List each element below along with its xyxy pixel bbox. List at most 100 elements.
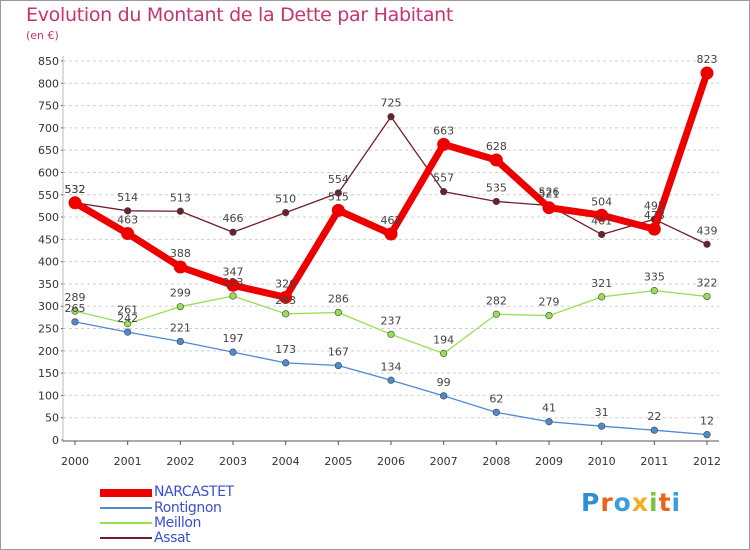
data-label-assat: 532 (65, 183, 86, 196)
data-point-rontignon (229, 348, 237, 356)
data-point-narcastet (384, 227, 398, 241)
data-label-assat: 526 (539, 185, 560, 198)
data-point-meillon (650, 287, 658, 295)
data-point-assat (703, 240, 711, 248)
y-tick-label: 700 (38, 122, 59, 135)
data-label-meillon: 335 (644, 271, 665, 284)
legend-swatch-rontignon (100, 507, 152, 509)
data-point-rontignon (598, 422, 606, 430)
data-point-meillon (176, 303, 184, 311)
data-point-narcastet (121, 227, 135, 241)
data-label-rontignon: 31 (595, 406, 609, 419)
data-label-rontignon: 62 (489, 392, 503, 405)
data-point-narcastet (700, 66, 714, 80)
data-point-assat (124, 207, 132, 215)
data-point-meillon (334, 308, 342, 317)
data-point-assat (492, 197, 500, 206)
logo-letter: i (649, 488, 659, 517)
y-tick-label: 300 (38, 300, 59, 313)
legend-label-narcastet: NARCASTET (154, 484, 234, 500)
data-point-meillon (387, 330, 395, 338)
data-point-assat (334, 189, 342, 197)
y-tick-label: 800 (38, 77, 59, 90)
data-label-assat: 554 (328, 173, 349, 186)
data-label-rontignon: 242 (117, 312, 138, 325)
y-tick-label: 250 (38, 323, 59, 336)
data-point-rontignon (387, 376, 395, 384)
legend-swatch-narcastet (100, 489, 152, 497)
legend-label-assat: Assat (154, 530, 191, 546)
data-point-narcastet (437, 137, 451, 151)
data-point-rontignon (334, 361, 342, 370)
chart-subtitle: (en €) (26, 29, 59, 42)
data-label-assat: 495 (644, 199, 665, 212)
data-point-meillon (440, 349, 448, 358)
data-point-rontignon (703, 431, 711, 439)
data-label-rontignon: 134 (381, 360, 402, 373)
data-point-rontignon (440, 392, 448, 400)
data-label-narcastet: 823 (697, 53, 718, 66)
data-label-rontignon: 22 (647, 410, 661, 423)
data-point-narcastet (647, 222, 661, 236)
legend-swatch-meillon (100, 522, 152, 524)
data-point-rontignon (545, 418, 553, 426)
x-tick-label: 2004 (272, 455, 300, 468)
data-label-meillon: 282 (486, 294, 507, 307)
data-label-narcastet: 388 (170, 247, 191, 260)
data-label-meillon: 321 (591, 277, 612, 290)
y-tick-label: 400 (38, 256, 59, 269)
data-point-assat (229, 228, 237, 236)
x-tick-label: 2005 (324, 455, 352, 468)
x-tick-label: 2008 (482, 455, 510, 468)
proxiti-logo: Proxiti (581, 488, 681, 517)
x-tick-label: 2010 (588, 455, 616, 468)
data-point-meillon (71, 307, 79, 315)
data-label-rontignon: 99 (437, 376, 451, 389)
y-tick-label: 350 (38, 278, 59, 291)
data-label-narcastet: 504 (591, 195, 612, 208)
data-point-assat (387, 113, 395, 121)
legend-label-rontignon: Rontignon (154, 500, 222, 516)
data-point-assat (598, 230, 606, 239)
data-point-meillon (545, 311, 553, 320)
logo-letter: i (671, 488, 682, 517)
data-label-assat: 725 (381, 97, 402, 110)
data-label-rontignon: 167 (328, 346, 349, 359)
x-tick-label: 2012 (693, 455, 721, 468)
data-label-rontignon: 12 (700, 415, 714, 428)
data-label-assat: 510 (275, 193, 296, 206)
data-point-assat (176, 207, 184, 215)
data-point-meillon (598, 293, 606, 301)
data-label-assat: 461 (591, 214, 612, 227)
data-label-assat: 535 (486, 181, 507, 194)
data-label-meillon: 194 (433, 333, 454, 346)
x-tick-label: 2000 (61, 455, 89, 468)
data-label-rontignon: 197 (223, 332, 244, 345)
y-tick-label: 450 (38, 233, 59, 246)
y-tick-label: 500 (38, 211, 59, 224)
logo-letter: o (613, 488, 632, 517)
data-label-narcastet: 628 (486, 140, 507, 153)
logo-letter: r (600, 488, 614, 517)
data-label-narcastet: 473 (644, 209, 665, 222)
data-label-rontignon: 265 (65, 302, 86, 315)
data-label-meillon: 289 (65, 291, 86, 304)
y-tick-label: 200 (38, 345, 59, 358)
data-point-assat (282, 209, 290, 217)
legend-label-meillon: Meillon (154, 515, 201, 531)
data-label-assat: 557 (433, 172, 454, 185)
logo-letter: P (581, 488, 601, 517)
y-tick-label: 0 (52, 434, 59, 447)
data-label-narcastet: 462 (381, 214, 402, 227)
data-point-narcastet (279, 290, 293, 304)
data-point-meillon (492, 310, 500, 318)
data-label-narcastet: 521 (539, 188, 560, 201)
data-point-narcastet (68, 196, 82, 210)
x-tick-label: 2006 (377, 455, 405, 468)
data-label-assat: 513 (170, 191, 191, 204)
x-tick-label: 2003 (219, 455, 247, 468)
data-point-rontignon (492, 408, 500, 416)
data-label-narcastet: 663 (433, 124, 454, 137)
data-label-meillon: 283 (275, 294, 296, 307)
